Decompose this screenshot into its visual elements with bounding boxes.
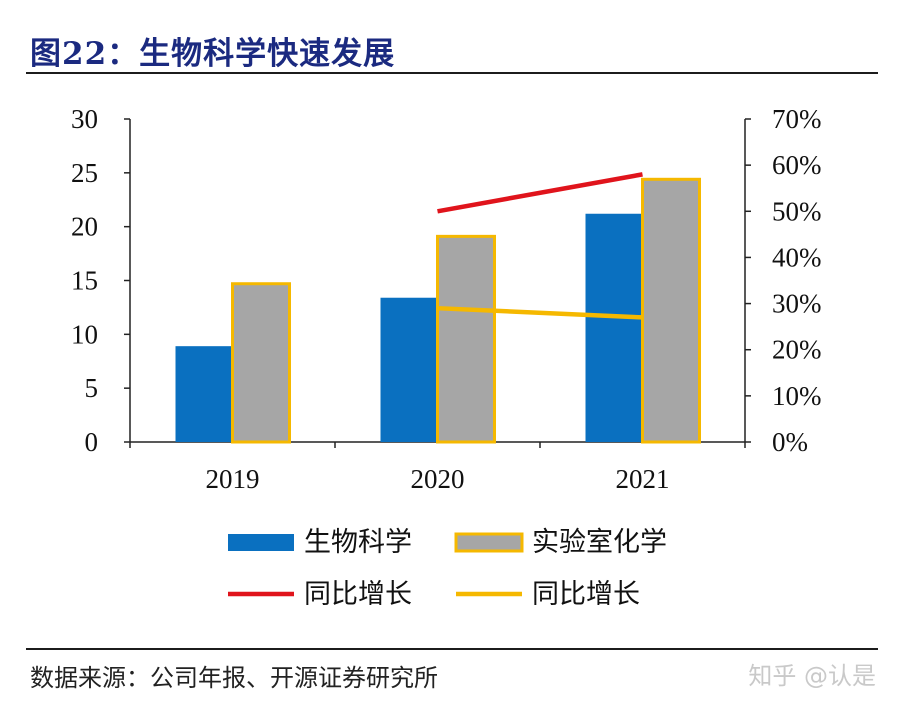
top-rule: [26, 72, 878, 74]
left-tick-label: 30: [71, 104, 98, 134]
right-tick-label: 50%: [772, 196, 822, 226]
left-tick-label: 20: [71, 212, 98, 242]
legend-label-3: 同比增长: [532, 579, 640, 610]
bar-bio-science-2021: [585, 213, 643, 442]
left-tick-label: 10: [71, 319, 98, 349]
legend-label-0: 生物科学: [304, 527, 412, 558]
x-tick-label: 2020: [411, 464, 465, 494]
right-tick-label: 0%: [772, 427, 808, 457]
axes-layer: 0 5 10 15 20 25 30 0% 10% 20% 30% 40% 50% 60% 70% 2019 2…: [71, 104, 822, 494]
lines-layer: [437, 172, 643, 320]
growth-line-red: [437, 172, 643, 214]
x-tick-label: 2021: [616, 464, 670, 494]
legend-swatch-0: [228, 534, 294, 551]
right-tick-label: 60%: [772, 150, 822, 180]
figure-title: 图22：生物科学快速发展: [30, 36, 396, 72]
right-tick-label: 10%: [772, 381, 822, 411]
legend-label-1: 实验室化学: [532, 527, 667, 558]
right-tick-label: 30%: [772, 289, 822, 319]
bar-lab-chemistry-2020: [436, 234, 496, 444]
left-tick-label: 25: [71, 158, 98, 188]
right-tick-label: 40%: [772, 242, 822, 272]
bar-lab-chemistry-2019: [231, 282, 291, 444]
right-tick-label: 70%: [772, 104, 822, 134]
growth-line-yellow: [437, 305, 643, 320]
bar-lab-chemistry-2021: [641, 177, 701, 444]
bottom-rule: [26, 648, 878, 650]
bars-layer: [175, 177, 701, 444]
right-tick-label: 20%: [772, 335, 822, 365]
legend-label-2: 同比增长: [304, 579, 412, 610]
bar-bio-science-2020: [380, 297, 438, 442]
left-tick-label: 0: [85, 427, 99, 457]
watermark: 知乎 @认是: [748, 662, 876, 690]
left-tick-label: 15: [71, 266, 98, 296]
bar-bio-science-2019: [175, 346, 233, 442]
legend-swatch-1: [454, 532, 524, 553]
left-tick-label: 5: [85, 373, 99, 403]
source-note: 数据来源：公司年报、开源证券研究所: [30, 664, 438, 692]
x-tick-label: 2019: [206, 464, 260, 494]
chart-area: 0 5 10 15 20 25 30 0% 10% 20% 30% 40% 50% 60% 70% 2019 2…: [71, 104, 822, 610]
